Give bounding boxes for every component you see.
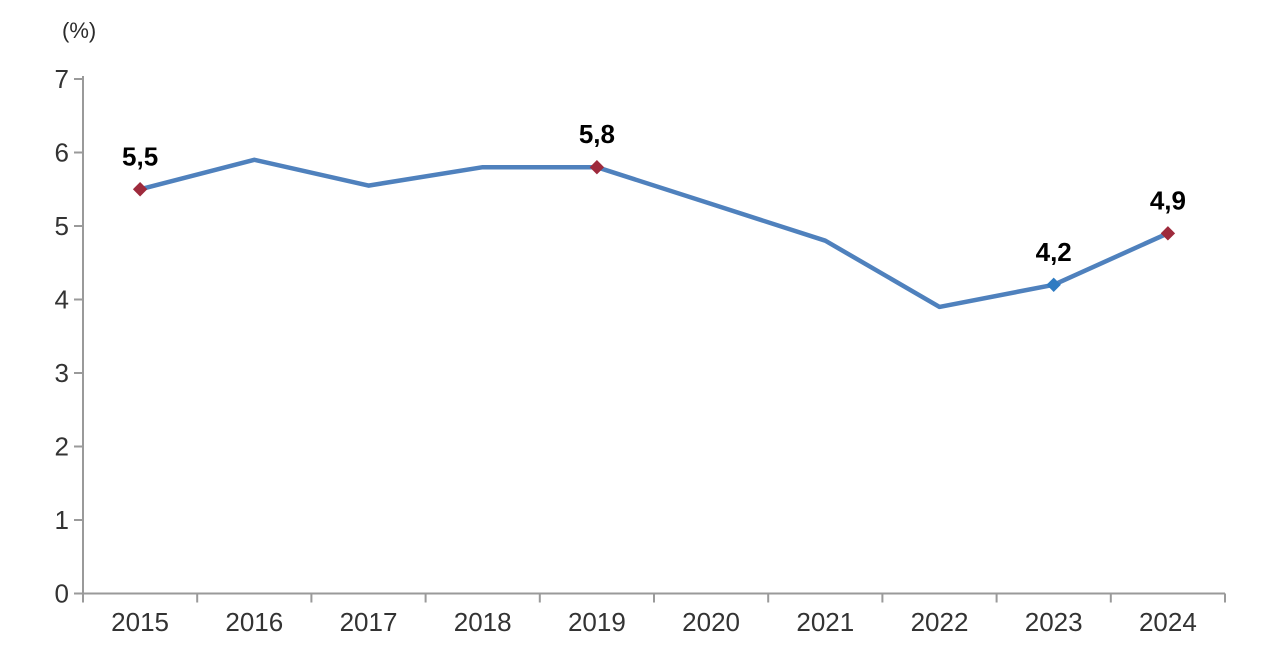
y-axis-tick-label: 5 <box>55 211 69 241</box>
x-axis-tick-label: 2016 <box>225 607 283 637</box>
x-axis-tick-label: 2023 <box>1025 607 1083 637</box>
y-axis-tick-label: 1 <box>55 505 69 535</box>
y-axis-tick-label: 3 <box>55 358 69 388</box>
x-axis-tick-label: 2019 <box>568 607 626 637</box>
data-labels: 5,5 5,8 4,2 4,9 <box>122 119 1186 267</box>
axes <box>74 76 1226 603</box>
y-axis-tick-label: 7 <box>55 64 69 94</box>
y-axis-tick-label: 6 <box>55 138 69 168</box>
data-point-markers <box>132 160 1176 292</box>
x-axis-tick-labels: 2015 2016 2017 2018 2019 2020 2021 2022 2023 2024 <box>111 607 1197 637</box>
x-axis-tick-label: 2021 <box>796 607 854 637</box>
data-point-marker <box>1160 226 1176 241</box>
x-axis-tick-label: 2022 <box>911 607 969 637</box>
x-axis-tick-label: 2015 <box>111 607 169 637</box>
data-point-marker <box>132 182 148 197</box>
x-axis-tick-label: 2024 <box>1139 607 1197 637</box>
y-axis-tick-label: 4 <box>55 285 69 315</box>
y-axis-tick-label: 2 <box>55 432 69 462</box>
data-label: 5,5 <box>122 141 158 171</box>
data-label: 4,2 <box>1036 237 1072 267</box>
x-axis-tick-label: 2017 <box>340 607 398 637</box>
data-series <box>137 157 1171 310</box>
data-label: 5,8 <box>579 119 615 149</box>
data-point-marker <box>1046 277 1061 292</box>
y-axis-tick-label: 0 <box>55 579 69 609</box>
data-line <box>137 157 1171 310</box>
data-point-marker <box>589 160 605 175</box>
x-axis-tick-label: 2018 <box>454 607 512 637</box>
y-axis-unit-label: (%) <box>62 18 96 43</box>
data-label: 4,9 <box>1150 185 1186 215</box>
x-axis-tick-label: 2020 <box>682 607 740 637</box>
y-axis-tick-labels: 0 1 2 3 4 5 6 7 <box>55 64 69 609</box>
